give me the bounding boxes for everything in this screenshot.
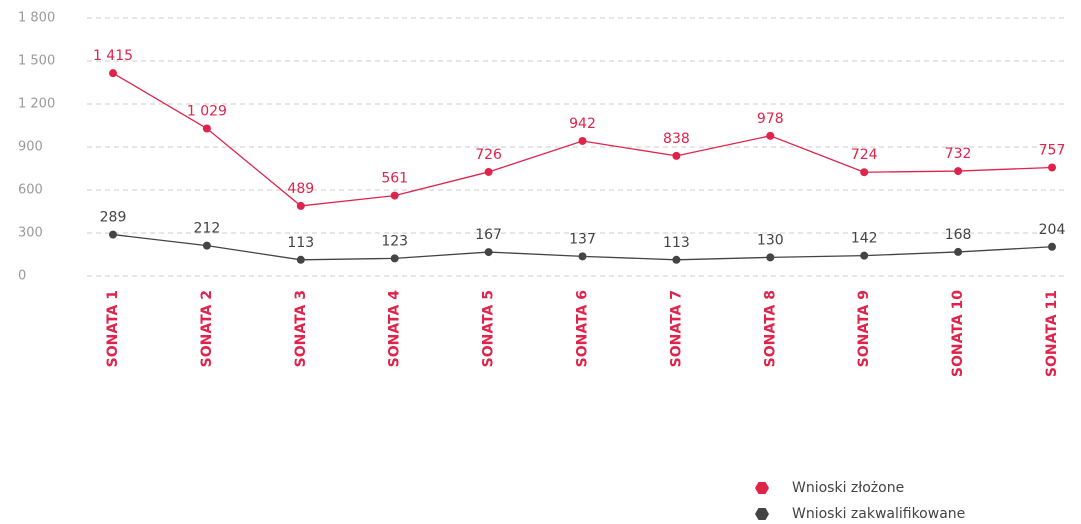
data-label: 204 [1039,222,1066,238]
data-label: 726 [475,147,502,163]
data-label: 123 [381,233,408,249]
data-label: 130 [757,232,784,248]
point [484,248,493,257]
data-label: 212 [194,221,221,237]
point [202,241,211,250]
point [109,230,117,239]
point [296,201,305,210]
x-tick-label: SONATA 2 [199,290,215,367]
point [672,151,681,160]
data-label: 561 [381,171,408,187]
data-label: 142 [851,231,878,247]
y-tick-label: 600 [18,183,43,198]
x-tick-label: SONATA 9 [856,290,872,367]
point [390,254,399,263]
point [954,167,963,176]
x-tick-label: SONATA 10 [950,290,966,377]
data-label: 489 [287,181,314,197]
x-tick-label: SONATA 8 [762,290,778,367]
legend-marker [755,481,769,495]
x-tick-label: SONATA 3 [293,290,309,367]
x-tick-label: SONATA 11 [1044,290,1060,377]
y-tick-label: 1 200 [18,97,55,112]
data-label: 732 [945,146,972,162]
point [484,167,493,176]
point [390,191,399,200]
data-label: 757 [1039,142,1066,158]
data-label: 113 [287,235,314,251]
data-label: 838 [663,131,690,147]
point [766,131,775,140]
point [578,136,587,145]
y-tick-label: 1 500 [18,54,55,69]
data-label: 168 [945,227,972,243]
point [860,168,869,177]
point [578,252,587,261]
point [109,69,117,78]
data-label: 724 [851,147,878,163]
data-label: 113 [663,235,690,251]
point [954,247,963,256]
data-label: 1 029 [187,104,227,120]
legend-label: Wnioski zakwalifikowane [792,506,965,522]
data-label: 1 415 [93,48,133,64]
x-tick-label: SONATA 7 [668,290,684,367]
x-tick-label: SONATA 5 [481,290,497,367]
data-label: 942 [569,116,596,132]
data-label: 978 [757,111,784,127]
point [1048,163,1056,172]
y-tick-label: 1 800 [18,11,55,26]
data-label: 137 [569,231,596,247]
y-tick-label: 0 [18,269,26,284]
point [672,255,681,264]
point [1048,242,1056,251]
x-tick-label: SONATA 1 [105,290,121,367]
y-tick-label: 900 [18,140,43,155]
x-tick-label: SONATA 6 [575,290,591,367]
point [766,253,775,262]
legend-label: Wnioski złożone [792,480,904,496]
point [860,251,869,260]
legend-marker [755,507,769,521]
data-label: 167 [475,227,502,243]
point [202,124,211,133]
y-tick-label: 300 [18,226,43,241]
point [296,255,305,264]
data-label: 289 [100,210,127,226]
x-tick-label: SONATA 4 [387,290,403,368]
